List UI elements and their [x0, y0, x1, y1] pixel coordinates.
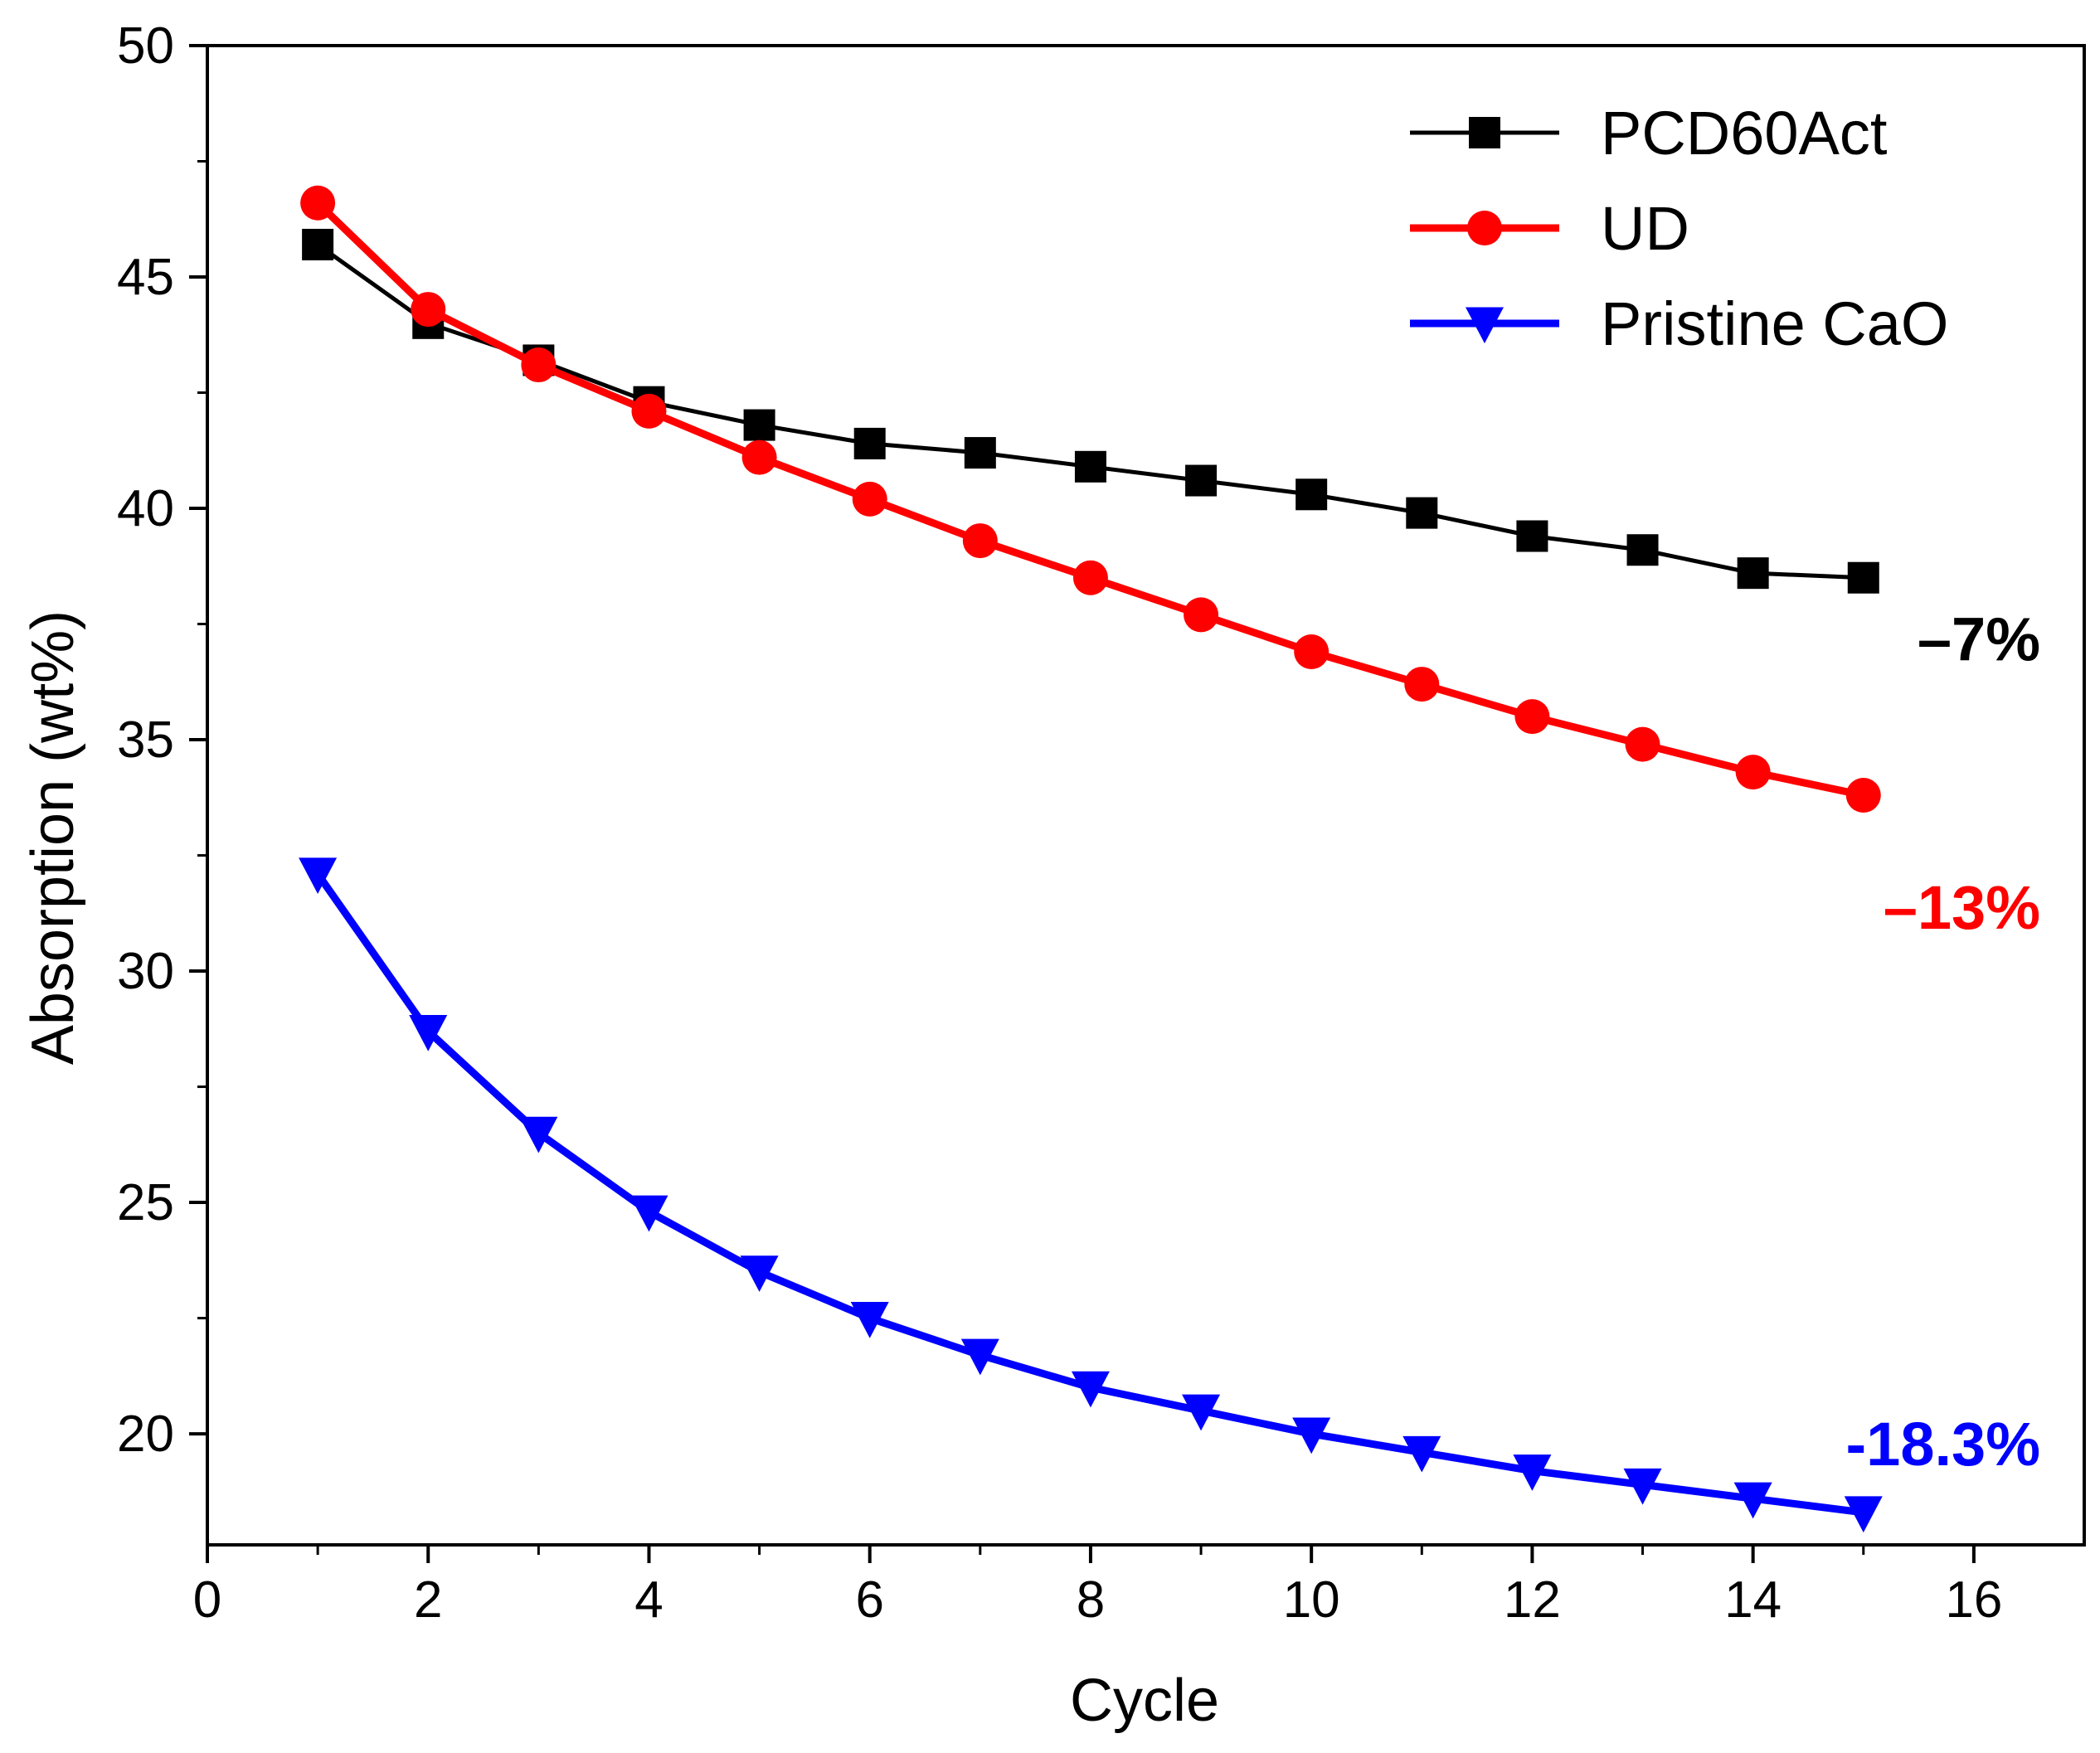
data-point — [1295, 478, 1328, 511]
data-point — [1626, 534, 1659, 566]
data-point — [409, 1015, 448, 1051]
x-axis-title: Cycle — [1070, 1668, 1219, 1734]
legend-label: UD — [1601, 194, 1689, 263]
legend-marker — [1467, 211, 1502, 245]
y-axis-title: Absorption (wt%) — [20, 610, 86, 1065]
plot-frame — [206, 44, 2086, 1547]
data-point — [1733, 1482, 1772, 1519]
x-tick-label: 12 — [1504, 1571, 1561, 1629]
data-point — [1072, 560, 1108, 595]
data-point — [852, 481, 887, 517]
legend-label: Pristine CaO — [1601, 289, 1948, 358]
data-point — [519, 1116, 558, 1153]
legend-marker — [1466, 307, 1504, 344]
y-tick-label: 30 — [117, 943, 174, 1000]
data-point — [299, 857, 338, 895]
data-point — [1071, 1371, 1110, 1408]
x-tick-label: 2 — [414, 1571, 442, 1629]
data-point — [1514, 699, 1550, 735]
axes: 0 2 4 6 8 10 12 14 16 20 25 30 35 40 45 50 — [117, 17, 2086, 1629]
data-point — [740, 1255, 779, 1292]
data-point — [1294, 634, 1330, 670]
legend-item: Pristine CaO — [1410, 289, 1948, 358]
legend-label: PCD60Act — [1601, 99, 1888, 168]
data-point — [1737, 557, 1769, 590]
data-point — [1074, 450, 1106, 483]
data-point — [300, 185, 336, 221]
data-point — [850, 1302, 889, 1338]
data-point — [960, 1338, 999, 1376]
legend-item: PCD60Act — [1410, 99, 1888, 168]
data-point — [1406, 497, 1438, 529]
annotation-label: –13% — [1884, 873, 2040, 942]
y-tick-label: 20 — [117, 1406, 174, 1463]
data-point — [630, 1195, 668, 1232]
y-tick-label: 35 — [117, 711, 174, 769]
data-point — [1845, 778, 1881, 813]
data-point — [302, 228, 334, 260]
data-point — [411, 292, 446, 328]
legend-marker — [1469, 117, 1500, 148]
data-point — [853, 427, 886, 459]
x-tick-label: 16 — [1945, 1571, 2002, 1629]
x-tick-label: 4 — [634, 1571, 663, 1629]
annotations: –7% –13% -18.3% — [1846, 605, 2040, 1479]
series-2 — [299, 857, 1883, 1533]
y-tick-label: 25 — [117, 1174, 174, 1231]
series-layer — [299, 185, 1883, 1533]
annotation-label: -18.3% — [1846, 1410, 2040, 1479]
y-tick-label: 45 — [117, 249, 174, 306]
x-tick-label: 6 — [855, 1571, 883, 1629]
data-point — [962, 523, 998, 559]
data-point — [1402, 1435, 1441, 1473]
data-point — [521, 347, 557, 383]
y-tick-label: 40 — [117, 480, 174, 537]
data-point — [1735, 755, 1771, 790]
data-point — [1182, 1394, 1221, 1431]
data-point — [1847, 561, 1879, 594]
data-point — [1625, 726, 1660, 762]
data-point — [1844, 1496, 1883, 1533]
data-point — [743, 409, 775, 441]
annotation-label: –7% — [1918, 605, 2040, 673]
series-1 — [300, 185, 1881, 813]
data-point — [1292, 1417, 1331, 1454]
x-tick-label: 10 — [1283, 1571, 1340, 1629]
x-tick-label: 8 — [1077, 1571, 1105, 1629]
data-point — [1623, 1468, 1662, 1505]
y-tick-label: 50 — [117, 17, 174, 75]
x-tick-label: 0 — [193, 1571, 221, 1629]
legend: PCD60Act UD Pristine CaO — [1410, 99, 1948, 358]
data-point — [1404, 667, 1440, 702]
data-point — [1184, 597, 1219, 633]
data-point — [631, 393, 667, 429]
data-point — [741, 439, 777, 475]
legend-item: UD — [1410, 194, 1689, 263]
data-point — [1185, 464, 1218, 497]
data-point — [1513, 1454, 1552, 1491]
x-tick-label: 14 — [1724, 1571, 1782, 1629]
data-point — [1516, 520, 1548, 552]
data-point — [964, 437, 996, 469]
